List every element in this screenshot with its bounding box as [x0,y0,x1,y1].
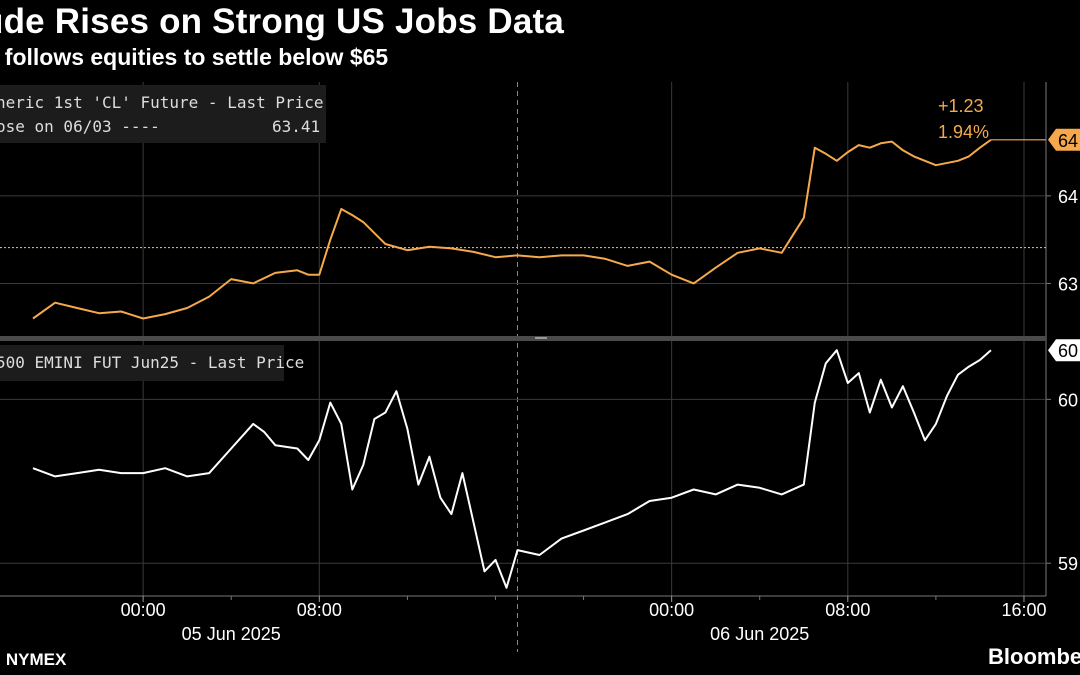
equity-series-line [32,349,992,589]
equity-y-tick-label-0: 59 [1058,554,1078,574]
oil-y-tick-label-0: 63 [1058,274,1078,294]
oil-y-tick-label-1: 64 [1058,187,1078,207]
oil-panel: 63 64 neric 1st 'CL' Future - Last Price os… [0,85,1080,320]
equity-legend-series-name: 500 EMINI FUT Jun25 - Last Price [0,353,304,372]
oil-change-pct-label: 1.94% [938,122,989,142]
x-date-label-0: 05 Jun 2025 [182,624,281,644]
equity-y-tick-label-1: 60 [1058,390,1078,410]
oil-legend-reference-label: ose on 06/03 ---- [0,117,160,136]
equity-last-value-label: 60 [1058,341,1078,361]
x-tick-label-1: 08:00 [297,600,342,620]
x-axis: 00:00 08:00 00:00 08:00 16:00 05 Jun 2025 06 J… [0,595,1047,644]
panel-divider [0,336,1046,341]
oil-last-value-tag [1048,128,1080,151]
x-date-label-1: 06 Jun 2025 [710,624,809,644]
equity-panel: 59 60 500 EMINI FUT Jun25 - Last Price 60 [0,339,1080,589]
x-tick-label-4: 16:00 [1001,600,1046,620]
oil-series-line [32,138,992,320]
x-tick-label-3: 08:00 [825,600,870,620]
oil-change-abs-label: +1.23 [938,96,984,116]
oil-legend-series-name: neric 1st 'CL' Future - Last Price [0,93,324,112]
x-tick-label-0: 00:00 [121,600,166,620]
x-tick-label-2: 00:00 [649,600,694,620]
source-label: e: NYMEX [0,650,67,669]
chart-subtitle: l follows equities to settle below $65 [0,44,389,70]
equity-last-value-tag [1048,339,1080,362]
equity-legend-box [0,345,284,381]
panel-divider-handle [535,337,547,339]
brand-logo-text: Bloombe [988,644,1080,669]
oil-legend-box [0,85,326,143]
oil-legend-reference-value: 63.41 [272,117,320,136]
oil-last-value-label: 64 [1058,131,1078,151]
chart-frame [0,82,1047,652]
chart-title: ude Rises on Strong US Jobs Data [0,2,565,41]
